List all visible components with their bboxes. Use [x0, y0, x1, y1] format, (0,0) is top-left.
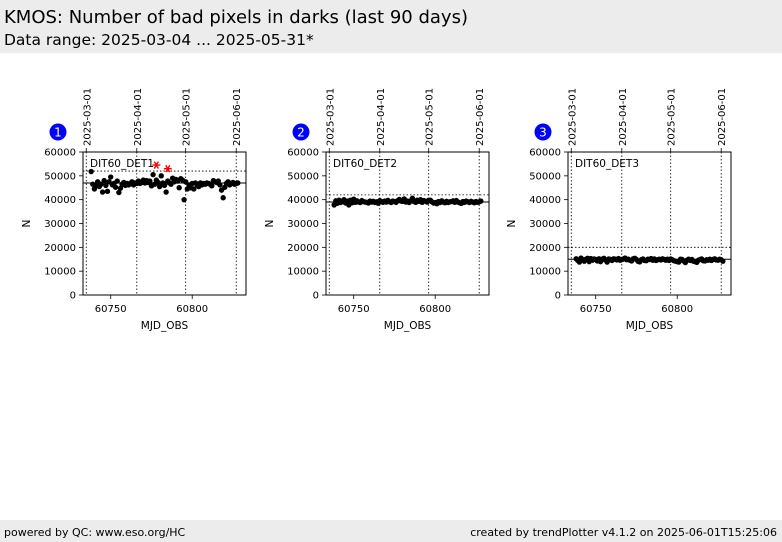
y-tick-label: 10000 [44, 267, 76, 278]
plots-area: 2025-03-01 2025-04-01 2025-05-01 2025-06-01… [21, 88, 732, 332]
y-tick-label: 0 [313, 291, 319, 302]
panel-number-badge [49, 123, 67, 141]
panel-number: 2 [297, 126, 305, 140]
panel-number: 3 [539, 126, 547, 140]
date-tick-label: 2025-06-01 [475, 88, 486, 146]
y-tick-label: 30000 [287, 219, 319, 230]
data-point [217, 182, 223, 188]
date-tick-label: 2025-03-01 [567, 88, 578, 146]
outlier-point [152, 161, 161, 169]
date-tick-label: 2025-05-01 [425, 88, 436, 146]
footer-generator: created by trendPlotter v4.1.2 on 2025-0… [470, 526, 777, 539]
x-tick-label: 60800 [661, 304, 693, 315]
data-point [209, 183, 215, 189]
date-tick-label: 2025-06-01 [232, 88, 243, 146]
date-tick-label: 2025-04-01 [376, 88, 387, 146]
date-tick-label: 2025-03-01 [82, 88, 93, 146]
data-point [161, 182, 168, 189]
data-point [181, 196, 187, 203]
date-tick-label: 2025-04-01 [133, 88, 144, 146]
y-tick-label: 20000 [529, 243, 561, 254]
x-tick-label: 60750 [338, 304, 370, 315]
axes-frame [325, 151, 490, 296]
y-tick-label: 30000 [529, 219, 561, 230]
data-point [147, 178, 153, 184]
y-tick-label: 10000 [529, 267, 561, 278]
y-tick-label: 50000 [529, 171, 561, 182]
panel-number-badge [534, 123, 552, 141]
data-point [478, 198, 484, 204]
data-point [163, 189, 169, 195]
x-axis-label: MJD_OBS [626, 320, 674, 332]
date-tick-label: 2025-04-01 [618, 88, 629, 146]
page-title: KMOS: Number of bad pixels in darks (las… [4, 7, 468, 28]
y-axis-label: N [264, 220, 276, 228]
y-axis-label: N [21, 220, 33, 228]
x-tick-label: 60800 [176, 304, 208, 315]
data-point [176, 185, 182, 191]
data-point [101, 177, 107, 184]
data-point [158, 173, 164, 179]
date-tick-label: 2025-05-01 [182, 88, 193, 146]
data-point [191, 186, 197, 192]
data-point [117, 185, 124, 191]
y-tick-label: 40000 [529, 195, 561, 206]
panel-label: DIT60_DET1 [90, 158, 154, 170]
data-point [88, 168, 94, 175]
data-point [98, 181, 104, 187]
data-point [220, 195, 226, 201]
outlier-point [163, 164, 172, 173]
date-tick-label: 2025-03-01 [325, 88, 336, 146]
data-point [104, 188, 111, 195]
data-point [156, 183, 163, 190]
y-tick-label: 50000 [44, 171, 76, 182]
x-tick-label: 60750 [95, 304, 127, 315]
data-point [112, 184, 119, 190]
footer-credit: powered by QC: www.eso.org/HC [4, 526, 186, 539]
y-tick-label: 0 [555, 291, 561, 302]
y-tick-label: 30000 [44, 219, 76, 230]
data-point [116, 189, 122, 196]
data-point [108, 174, 114, 180]
data-point [99, 189, 106, 195]
y-tick-label: 50000 [287, 171, 319, 182]
x-tick-label: 60750 [580, 304, 612, 315]
data-point [235, 180, 241, 186]
y-tick-label: 0 [70, 291, 76, 302]
page-header: KMOS: Number of bad pixels in darks (las… [0, 0, 782, 53]
page-footer: powered by QC: www.eso.org/HC created by… [0, 520, 782, 542]
y-tick-label: 60000 [44, 148, 76, 159]
x-tick-label: 60800 [419, 304, 451, 315]
data-point [155, 179, 161, 186]
panel-number: 1 [54, 126, 62, 140]
data-point [150, 171, 156, 178]
panel-number-badge [292, 123, 310, 141]
data-range-subtitle: Data range: 2025-03-04 ... 2025-05-31* [4, 31, 314, 49]
y-tick-label: 10000 [287, 267, 319, 278]
y-tick-label: 40000 [287, 195, 319, 206]
y-axis-label: N [506, 220, 518, 228]
panel-label: DIT60_DET2 [333, 158, 397, 170]
date-tick-label: 2025-05-01 [667, 88, 678, 146]
data-point [720, 258, 726, 264]
x-axis-label: MJD_OBS [384, 320, 432, 332]
panel-label: DIT60_DET3 [575, 158, 639, 170]
y-tick-label: 60000 [529, 148, 561, 159]
date-tick-label: 2025-06-01 [717, 88, 728, 146]
data-point [103, 182, 109, 189]
y-tick-label: 40000 [44, 195, 76, 206]
axes-frame [82, 151, 247, 296]
y-tick-label: 20000 [287, 243, 319, 254]
x-axis-label: MJD_OBS [141, 320, 189, 332]
y-tick-label: 60000 [287, 148, 319, 159]
y-tick-label: 20000 [44, 243, 76, 254]
axes-frame [567, 151, 732, 296]
data-point [114, 178, 120, 184]
